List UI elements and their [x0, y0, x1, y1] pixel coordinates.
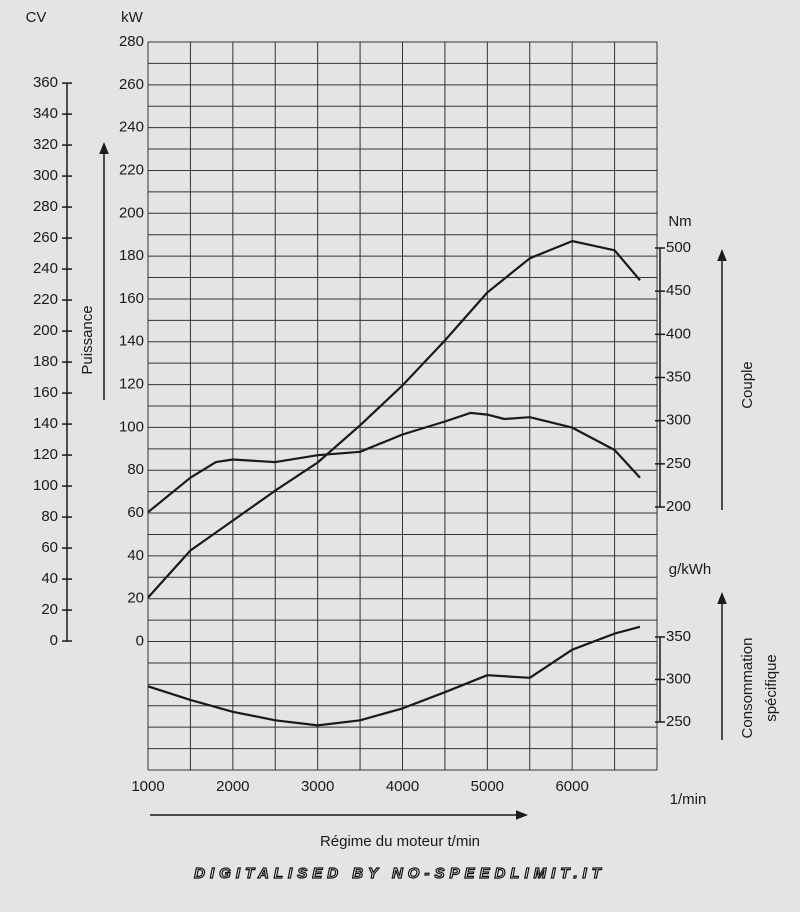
- y0-tick-label: 80: [41, 508, 58, 525]
- x-tick-label: 2000: [216, 778, 249, 795]
- consumption-title: spécifique: [763, 654, 780, 722]
- y-tick-label: 240: [119, 119, 144, 136]
- y2-tick-label: 200: [666, 498, 691, 515]
- x-tick-label: 4000: [386, 778, 419, 795]
- y0-tick-label: 300: [33, 167, 58, 184]
- x-axis-title: Régime du moteur t/min: [320, 833, 480, 850]
- y-tick-label: 260: [119, 76, 144, 93]
- y-tick-label: 80: [127, 461, 144, 478]
- y-tick-label: 40: [127, 547, 144, 564]
- y2-tick-label: 350: [666, 368, 691, 385]
- y0-tick-label: 20: [41, 601, 58, 618]
- y0-tick-label: 140: [33, 415, 58, 432]
- y3-tick-label: 350: [666, 628, 691, 645]
- x-tick-label: 3000: [301, 778, 334, 795]
- y0-tick-label: 100: [33, 477, 58, 494]
- x-unit: 1/min: [670, 791, 707, 808]
- curve: [147, 625, 641, 727]
- kw-axis-label: kW: [121, 9, 144, 26]
- y2-tick-label: 250: [666, 455, 691, 472]
- curve: [147, 411, 641, 514]
- y0-tick-label: 160: [33, 384, 58, 401]
- y2-tick-label: 500: [666, 239, 691, 256]
- y-tick-label: 140: [119, 333, 144, 350]
- y0-tick-label: 120: [33, 446, 58, 463]
- y3-tick-label: 300: [666, 670, 691, 687]
- y0-tick-label: 40: [41, 570, 58, 587]
- y0-tick-label: 340: [33, 105, 58, 122]
- y-tick-label: 160: [119, 290, 144, 307]
- y0-tick-label: 260: [33, 229, 58, 246]
- y-tick-label: 100: [119, 418, 144, 435]
- y-tick-label: 280: [119, 33, 144, 50]
- y-tick-label: 0: [136, 632, 144, 649]
- x-tick-label: 1000: [131, 778, 164, 795]
- y3-tick-label: 250: [666, 713, 691, 730]
- cv-axis-label: CV: [26, 9, 47, 26]
- y0-tick-label: 60: [41, 539, 58, 556]
- x-tick-label: 6000: [555, 778, 588, 795]
- curve: [147, 240, 641, 599]
- y0-tick-label: 200: [33, 322, 58, 339]
- y0-tick-label: 320: [33, 136, 58, 153]
- torque-title: Couple: [739, 361, 756, 409]
- y0-tick-label: 180: [33, 353, 58, 370]
- y0-tick-label: 280: [33, 198, 58, 215]
- gkwh-axis-label: g/kWh: [669, 561, 712, 578]
- y-tick-label: 200: [119, 204, 144, 221]
- x-tick-label: 5000: [471, 778, 504, 795]
- consumption-title: Consommation: [739, 638, 756, 739]
- y-tick-label: 120: [119, 376, 144, 393]
- y0-tick-label: 240: [33, 260, 58, 277]
- y2-tick-label: 450: [666, 282, 691, 299]
- watermark: DIGITALISED BY NO-SPEEDLIMIT.IT: [194, 865, 606, 882]
- y0-tick-label: 0: [50, 632, 58, 649]
- y-tick-label: 180: [119, 247, 144, 264]
- y-tick-label: 220: [119, 161, 144, 178]
- y2-tick-label: 300: [666, 412, 691, 429]
- power-title: Puissance: [79, 305, 96, 374]
- y0-tick-label: 220: [33, 291, 58, 308]
- y0-tick-label: 360: [33, 74, 58, 91]
- y-tick-label: 60: [127, 504, 144, 521]
- y-tick-label: 20: [127, 590, 144, 607]
- nm-axis-label: Nm: [668, 213, 691, 230]
- y2-tick-label: 400: [666, 325, 691, 342]
